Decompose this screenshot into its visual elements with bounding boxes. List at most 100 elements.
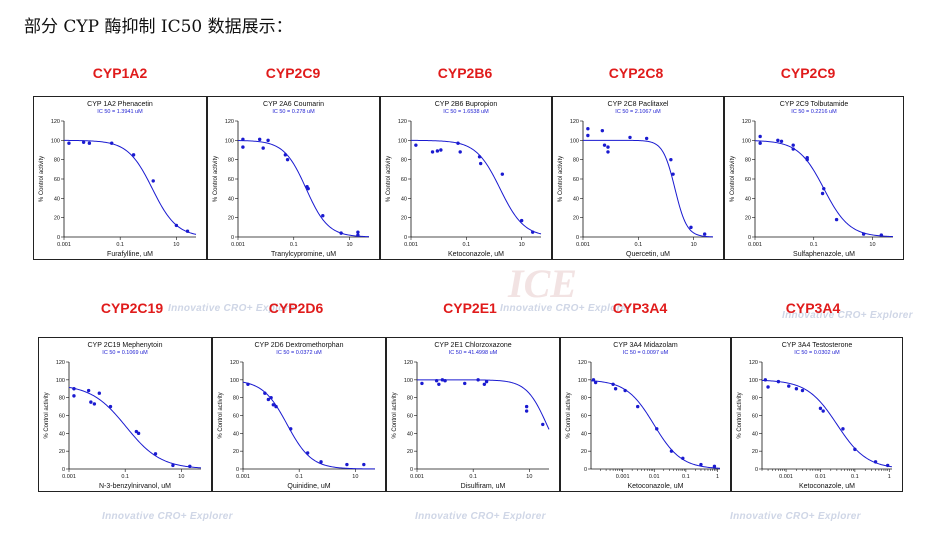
data-point bbox=[81, 140, 86, 144]
enzyme-label: CYP2C8 bbox=[608, 65, 664, 81]
data-point bbox=[72, 394, 76, 398]
y-tick-label: 100 bbox=[56, 378, 65, 384]
y-tick-label: 120 bbox=[398, 119, 407, 125]
fit-curve bbox=[417, 379, 550, 430]
data-point bbox=[606, 145, 610, 149]
data-point bbox=[319, 460, 323, 464]
y-tick-label: 100 bbox=[230, 378, 239, 384]
watermark-text: Innovative CRO+ Explorer bbox=[730, 511, 861, 522]
data-point bbox=[886, 463, 890, 468]
data-point bbox=[305, 451, 310, 455]
data-point bbox=[628, 135, 632, 140]
ic50-value: IC 50 = 0.278 uM bbox=[272, 109, 315, 115]
enzyme-label: CYP2E1 bbox=[443, 300, 497, 316]
y-tick-label: 80 bbox=[581, 396, 587, 402]
data-point bbox=[362, 462, 366, 467]
y-axis-label: % Control activity bbox=[392, 392, 398, 438]
x-axis-label: Quinidine, uM bbox=[287, 483, 330, 490]
x-tick-label: 0.001 bbox=[231, 242, 245, 248]
data-point bbox=[524, 409, 529, 413]
x-axis-label: Disulfiram, uM bbox=[461, 483, 506, 490]
data-point bbox=[414, 143, 418, 147]
data-point bbox=[283, 153, 288, 157]
ic50-value: IC 50 = 2.1067 uM bbox=[615, 109, 661, 115]
watermark-text: Innovative CRO+ Explorer bbox=[415, 511, 546, 522]
chart-title: CYP 2B6 Bupropion bbox=[435, 101, 498, 108]
y-tick-label: 20 bbox=[407, 449, 413, 455]
y-tick-label: 60 bbox=[752, 414, 758, 420]
data-point bbox=[241, 137, 245, 142]
data-point bbox=[440, 378, 445, 382]
x-axis-label: Ketoconazole, uM bbox=[799, 483, 855, 490]
y-tick-label: 100 bbox=[225, 138, 234, 144]
y-tick-label: 60 bbox=[59, 414, 65, 420]
x-tick-label: 10 bbox=[526, 474, 532, 480]
y-axis-label: % Control activity bbox=[737, 392, 743, 438]
y-tick-label: 120 bbox=[570, 119, 579, 125]
data-point bbox=[800, 388, 805, 393]
data-point bbox=[86, 388, 91, 393]
data-point bbox=[591, 378, 596, 382]
data-point bbox=[476, 378, 480, 382]
y-tick-label: 20 bbox=[745, 216, 751, 222]
data-point bbox=[613, 387, 618, 391]
y-tick-label: 40 bbox=[228, 196, 234, 202]
y-tick-label: 60 bbox=[407, 414, 413, 420]
y-axis-label: % Control activity bbox=[44, 392, 50, 438]
data-point bbox=[185, 229, 190, 233]
data-point bbox=[758, 134, 762, 139]
chart-title: CYP 1A2 Phenacetin bbox=[87, 101, 153, 108]
chart-panel: CYP 2C8 Paclitaxel IC 50 = 2.1067 uM 0 20 40… bbox=[552, 96, 724, 260]
y-tick-label: 40 bbox=[752, 431, 758, 437]
data-point bbox=[439, 148, 443, 152]
x-axis-label: Ketoconazole, uM bbox=[627, 483, 683, 490]
watermark-text: Innovative CRO+ Explorer bbox=[168, 303, 299, 314]
x-tick-label: 0.1 bbox=[290, 242, 298, 248]
chart-panel: CYP 3A4 Testosterone IC 50 = 0.0302 uM 0 20… bbox=[731, 337, 903, 492]
data-point bbox=[321, 214, 325, 218]
y-tick-label: 60 bbox=[745, 177, 751, 183]
ic50-value: IC 50 = 1.3941 uM bbox=[97, 109, 143, 115]
data-point bbox=[430, 150, 435, 154]
data-point bbox=[853, 447, 857, 452]
data-point bbox=[482, 382, 487, 386]
y-tick-label: 40 bbox=[54, 196, 60, 202]
data-point bbox=[671, 172, 675, 176]
data-point bbox=[779, 139, 784, 143]
x-tick-label: 1 bbox=[716, 474, 719, 480]
x-tick-label: 0.001 bbox=[779, 474, 793, 480]
data-point bbox=[306, 186, 310, 191]
data-point bbox=[669, 449, 674, 453]
data-point bbox=[458, 150, 462, 154]
y-tick-label: 120 bbox=[578, 360, 587, 366]
x-tick-label: 0.1 bbox=[810, 242, 818, 248]
x-tick-label: 0.01 bbox=[815, 474, 826, 480]
data-point bbox=[72, 387, 76, 391]
watermark-logo: ICE bbox=[508, 261, 577, 306]
y-tick-label: 0 bbox=[755, 467, 758, 473]
data-point bbox=[274, 404, 278, 409]
data-point bbox=[794, 387, 799, 391]
x-tick-label: 0.001 bbox=[410, 474, 424, 480]
data-point bbox=[356, 230, 360, 234]
fit-curve bbox=[583, 139, 714, 238]
ic50-value: IC 50 = 0.0372 uM bbox=[276, 350, 322, 356]
x-tick-label: 0.001 bbox=[236, 474, 250, 480]
x-axis-label: Furafylline, uM bbox=[107, 251, 153, 258]
data-point bbox=[188, 464, 192, 469]
x-tick-label: 10 bbox=[178, 474, 184, 480]
data-point bbox=[787, 384, 791, 388]
data-point bbox=[600, 128, 605, 133]
y-tick-label: 0 bbox=[410, 467, 413, 473]
data-point bbox=[285, 157, 290, 162]
fit-curve bbox=[237, 140, 370, 238]
x-tick-label: 0.1 bbox=[463, 242, 471, 248]
data-point bbox=[261, 146, 265, 150]
y-axis-label: % Control activity bbox=[218, 392, 224, 438]
data-point bbox=[861, 232, 866, 236]
data-point bbox=[879, 233, 884, 237]
x-tick-label: 0.1 bbox=[121, 474, 129, 480]
y-tick-label: 80 bbox=[59, 396, 65, 402]
